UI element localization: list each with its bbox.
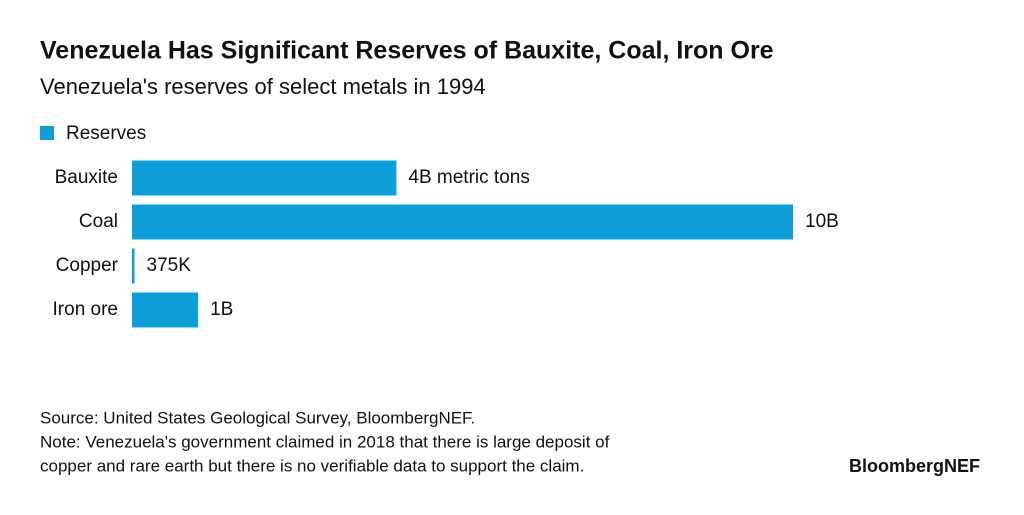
bar [132,160,397,196]
legend-swatch [40,126,54,140]
source: Source: United States Geological Survey,… [40,408,475,427]
category-label: Coal [79,211,118,232]
category-label: Copper [56,255,119,276]
value-label: 1B [210,299,233,320]
bar [132,248,135,284]
value-label: 10B [805,211,839,232]
bar [132,204,793,240]
category-label: Bauxite [55,167,118,188]
note: copper and rare earth but there is no ve… [40,456,584,475]
legend-label: Reserves [66,123,146,144]
bar [132,292,199,328]
value-label: 375K [147,255,192,276]
category-label: Iron ore [53,299,118,320]
chart-subtitle: Venezuela's reserves of select metals in… [40,74,486,99]
brand: BloombergNEF [849,456,980,476]
chart-title: Venezuela Has Significant Reserves of Ba… [40,37,774,65]
note: Note: Venezuela's government claimed in … [40,432,610,451]
value-label: 4B metric tons [408,167,529,188]
